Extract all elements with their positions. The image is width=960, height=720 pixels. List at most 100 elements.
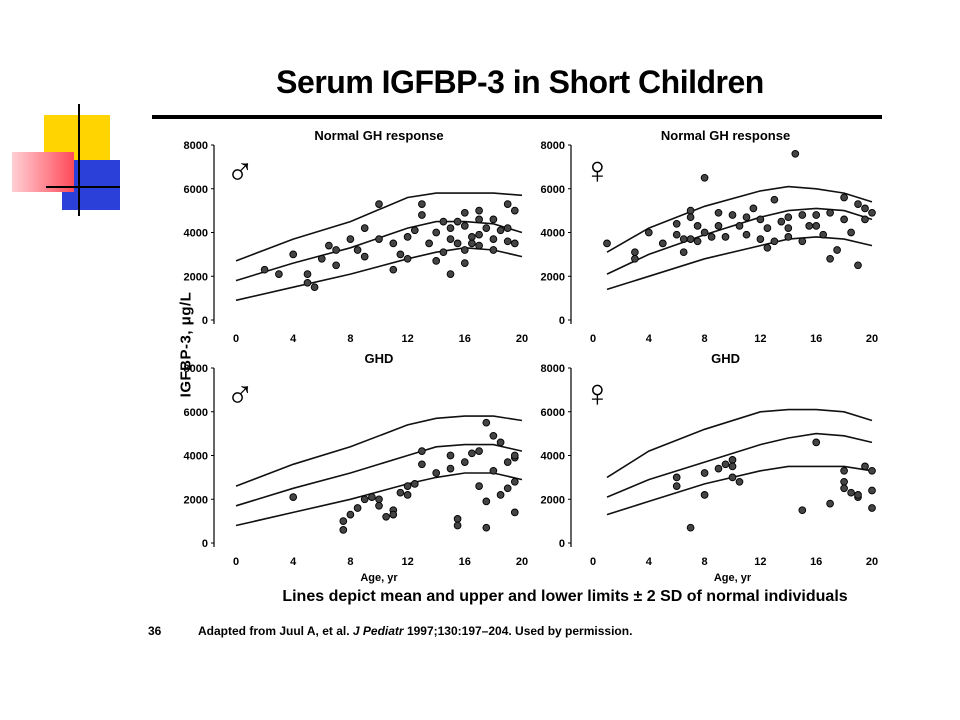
data-point (868, 486, 876, 495)
figure-caption: Lines depict mean and upper and lower li… (282, 588, 848, 605)
data-point (510, 508, 519, 517)
data-point (503, 200, 512, 208)
data-point (332, 246, 340, 254)
accent-vertical-line (78, 104, 80, 216)
data-point (360, 495, 369, 504)
y-tick-label: 8000 (541, 363, 565, 375)
data-point (756, 215, 765, 224)
data-point (721, 233, 730, 241)
data-point (700, 173, 709, 182)
data-point (631, 254, 639, 263)
data-point (460, 246, 469, 254)
data-point (854, 200, 862, 208)
data-point (798, 237, 807, 246)
x-tick-label: 8 (702, 333, 708, 345)
data-point (403, 233, 412, 241)
data-point (353, 504, 362, 512)
data-point (446, 464, 455, 473)
data-point (460, 222, 469, 230)
female-symbol: ♀ (583, 150, 612, 192)
data-point (360, 252, 369, 261)
data-point (489, 235, 498, 243)
data-point (700, 228, 709, 237)
data-point (784, 224, 793, 232)
title-rule (152, 115, 882, 119)
data-point (503, 224, 512, 232)
data-point (728, 462, 737, 471)
data-point (812, 222, 821, 230)
y-tick-label: 8000 (184, 363, 208, 375)
y-tick-label: 0 (202, 538, 208, 550)
data-point (446, 451, 455, 460)
data-point (784, 233, 793, 241)
data-point (468, 239, 476, 248)
data-point (714, 464, 723, 473)
data-point (679, 235, 688, 243)
reference-line-mean (606, 207, 873, 275)
data-point (791, 149, 800, 158)
data-point (770, 237, 779, 246)
x-tick-label: 16 (810, 556, 822, 568)
x-tick-label: 0 (590, 333, 596, 345)
data-point (489, 215, 498, 224)
data-point (707, 233, 716, 241)
data-point (475, 215, 483, 224)
data-point (375, 235, 383, 243)
data-point (310, 283, 319, 292)
data-point (503, 484, 512, 493)
data-point (432, 469, 441, 477)
data-point (658, 239, 667, 248)
data-point (260, 265, 269, 274)
x-tick-label: 0 (590, 556, 596, 568)
data-point (389, 510, 398, 519)
data-point (482, 497, 491, 506)
data-point (446, 235, 455, 243)
data-point (840, 484, 848, 493)
data-point (475, 206, 483, 215)
data-point (432, 257, 441, 265)
x-tick-label: 8 (702, 556, 708, 568)
data-point (644, 228, 653, 237)
data-point (749, 204, 758, 213)
y-tick-label: 2000 (184, 271, 208, 283)
data-point (819, 230, 828, 239)
data-point (382, 512, 390, 521)
y-tick-label: 6000 (184, 184, 208, 196)
data-point (446, 270, 455, 278)
x-tick-label: 4 (290, 556, 297, 568)
y-tick-label: 6000 (184, 407, 208, 419)
reference-line-upper (235, 415, 523, 487)
data-point (861, 462, 869, 471)
panel-title: GHD (711, 351, 740, 366)
accent-horizontal-line (46, 186, 120, 188)
data-point (742, 230, 751, 239)
y-tick-label: 4000 (184, 228, 208, 240)
data-point (756, 235, 765, 243)
x-tick-label: 12 (401, 556, 413, 568)
data-point (425, 239, 433, 248)
data-point (475, 447, 483, 455)
data-point (396, 250, 405, 259)
data-point (303, 270, 312, 278)
y-tick-label: 0 (559, 538, 565, 550)
data-point (410, 480, 419, 488)
data-point (339, 526, 348, 534)
reference-line-upper (606, 408, 873, 479)
data-point (439, 248, 448, 257)
data-point (672, 230, 681, 239)
data-point (496, 438, 505, 447)
data-point (375, 200, 383, 208)
slide-title: Serum IGFBP-3 in Short Children (276, 64, 764, 100)
panel-top-right: 0 2000 4000 6000 8000 0 4 8 12 16 20 Normal GH resp… (541, 128, 879, 345)
data-point (503, 458, 512, 466)
x-tick-label: 0 (233, 556, 239, 568)
data-point (700, 491, 709, 499)
source-journal: J Pediatr (352, 624, 404, 638)
y-tick-label: 2000 (541, 494, 565, 506)
data-point (672, 219, 681, 228)
data-point (489, 431, 498, 440)
x-tick-label: 8 (347, 333, 353, 345)
panel-bottom-right: 0 2000 4000 6000 8000 0 4 8 12 16 20 Age, yr GHD ♀ (541, 351, 879, 584)
y-axis-label: IGFBP-3, μg/L (177, 291, 195, 398)
